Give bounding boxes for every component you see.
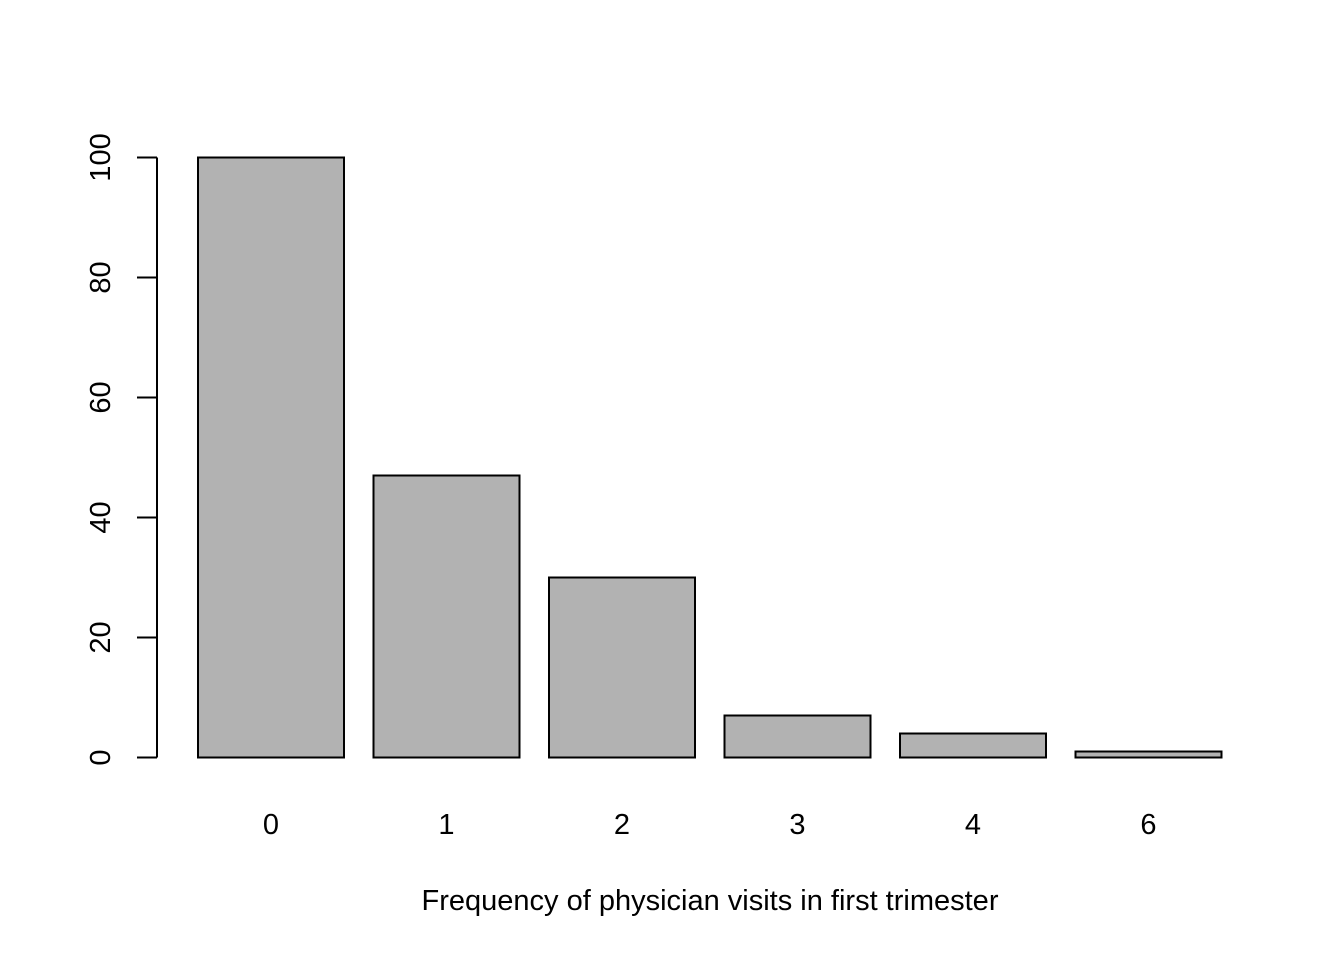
bar-4 (899, 732, 1047, 759)
y-tick-label: 80 (85, 261, 117, 293)
bar-2 (548, 576, 696, 759)
x-tick-label: 3 (789, 809, 805, 841)
x-tick-label: 4 (965, 809, 981, 841)
x-axis-title: Frequency of physician visits in first t… (422, 885, 999, 917)
y-tick-label: 100 (85, 133, 117, 181)
bar-1 (372, 474, 521, 759)
x-tick-labels: 0 1 2 3 4 6 (263, 809, 1157, 841)
bars-group (197, 156, 1223, 759)
bar-0 (197, 156, 345, 759)
bar-3 (723, 714, 872, 759)
y-tick-label: 40 (85, 501, 117, 533)
x-tick-label: 0 (263, 809, 279, 841)
x-tick-label: 1 (438, 809, 454, 841)
x-tick-label: 2 (614, 809, 630, 841)
y-tick-label: 0 (85, 749, 117, 765)
bar-6 (1074, 750, 1223, 759)
y-tick-label: 60 (85, 381, 117, 413)
y-tick-label: 20 (85, 621, 117, 653)
x-tick-label: 6 (1140, 809, 1156, 841)
y-axis: 0 20 40 60 80 100 (85, 133, 158, 766)
